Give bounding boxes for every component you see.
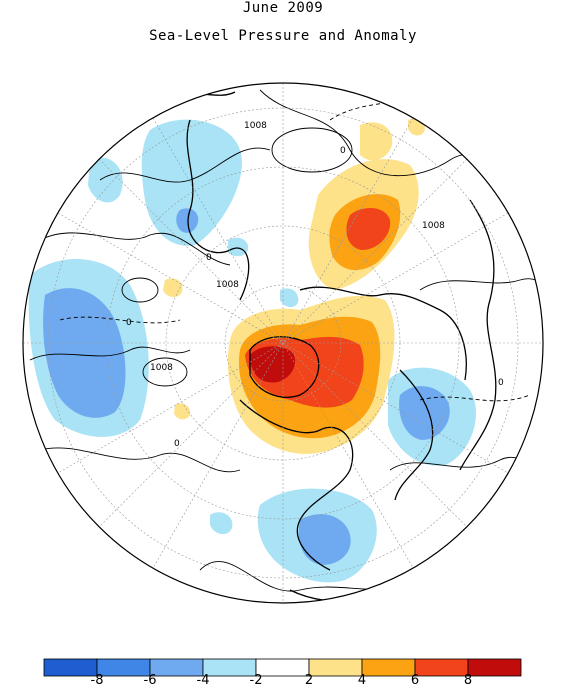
- anomaly-west-atlantic-core: [43, 288, 126, 418]
- colorbar-tick-label: -2: [250, 673, 263, 688]
- colorbar-swatch: [414, 658, 469, 677]
- map-subtitle: Sea-Level Pressure and Anomaly: [149, 28, 417, 44]
- contour-line: [99, 147, 271, 183]
- coast-alaska: [394, 369, 434, 501]
- colorbar-swatch: [96, 658, 151, 677]
- contour-label: 0: [126, 318, 132, 328]
- meridian: [57, 212, 509, 474]
- coast-canada: [239, 399, 354, 571]
- colorbar-ticks: -8 -6 -4 -2 2 4 6 8: [91, 673, 473, 688]
- colorbar-swatch: [202, 658, 257, 677]
- coast-greenland: [249, 336, 320, 398]
- anomaly-kara-high: [346, 208, 391, 250]
- colorbar-swatch: [149, 658, 204, 677]
- anomaly-pacific-core: [399, 386, 450, 440]
- contour-label: 1008: [422, 221, 445, 231]
- map-border: [22, 82, 544, 604]
- map-title: June 2009: [242, 0, 324, 16]
- anomaly-small-3: [210, 512, 233, 535]
- meridian: [98, 158, 468, 528]
- colorbar-swatch: [361, 658, 416, 677]
- colorbar-tick-label: -6: [144, 673, 157, 688]
- colorbar-tick-label: 6: [411, 673, 419, 688]
- contour-line: [419, 278, 543, 301]
- colorbar-cells: [43, 658, 522, 677]
- contour-loop: [271, 127, 353, 173]
- contour-label: 1008: [216, 280, 239, 290]
- colorbar-tick-label: -4: [197, 673, 210, 688]
- contour-label: 0: [498, 378, 504, 388]
- colorbar-tick-label: 4: [358, 673, 366, 688]
- anomaly-small-1: [228, 237, 249, 257]
- colorbar-tick-label: 2: [305, 673, 313, 688]
- contour-line: [39, 232, 231, 266]
- coast-europe: [186, 119, 250, 301]
- contour-line: [29, 346, 191, 361]
- contour-line: [39, 447, 241, 473]
- anomaly-small-2: [280, 288, 299, 308]
- meridian: [152, 117, 414, 569]
- anomaly-n-europe: [88, 157, 123, 203]
- contour-label: 0: [340, 146, 346, 156]
- meridian: [57, 212, 509, 474]
- contour-loop: [142, 357, 188, 387]
- contour-label: 1008: [244, 121, 267, 131]
- map-disk: 1008 1008 1008 1008 1008 0 0 0 0 0 0: [23, 83, 543, 603]
- anomaly-n-america-core: [298, 514, 351, 565]
- contour-loop: [121, 277, 159, 303]
- colorbar-swatch: [43, 658, 98, 677]
- contour-label: 1008: [150, 363, 173, 373]
- anomaly-small-pos-1: [163, 278, 183, 298]
- coast-asia-east: [459, 199, 497, 471]
- contour-label: 0: [174, 439, 180, 449]
- graticule: [23, 83, 543, 603]
- colorbar-tick-label: -8: [91, 673, 104, 688]
- colorbar-swatch: [467, 658, 522, 677]
- colorbar-swatch: [308, 658, 363, 677]
- anomaly-siberia-core: [176, 208, 199, 233]
- anomaly-kara-top: [360, 122, 393, 161]
- colorbar-swatch: [255, 658, 310, 677]
- coast-siberia: [299, 286, 467, 381]
- anomaly-small-pos-2: [174, 403, 191, 420]
- meridian: [152, 117, 414, 569]
- contour-label: 0: [206, 253, 212, 263]
- colorbar-tick-label: 8: [464, 673, 472, 688]
